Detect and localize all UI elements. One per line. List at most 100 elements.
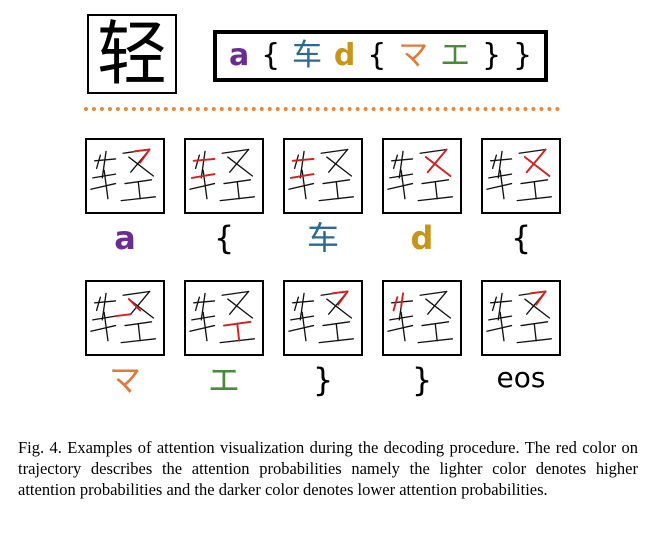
pen-stroke (103, 311, 109, 342)
attention-step: 车 (283, 138, 369, 254)
pen-stroke (499, 169, 505, 200)
attention-map (283, 138, 363, 214)
attention-map (85, 280, 165, 356)
pen-stroke (202, 311, 208, 342)
attention-stroke (331, 290, 349, 295)
sequence-token: } (512, 38, 533, 73)
attention-stroke (289, 173, 315, 179)
sequence-token: { (367, 38, 387, 73)
decoded-symbol: エ (207, 362, 240, 398)
attention-stroke (529, 290, 547, 295)
attention-stroke (525, 148, 547, 174)
pen-stroke (427, 290, 448, 315)
pen-stroke (200, 150, 206, 179)
pen-stroke (328, 148, 349, 173)
attention-stroke (133, 148, 151, 153)
attention-stroke (392, 296, 399, 312)
pen-stroke (533, 181, 537, 200)
attention-trajectory (288, 148, 354, 202)
pen-stroke (221, 290, 250, 296)
pen-stroke (389, 173, 414, 179)
attention-step: マ (85, 280, 171, 396)
pen-stroke (229, 290, 250, 315)
attention-step: } (382, 280, 468, 396)
pen-stroke (128, 156, 155, 177)
attention-map (184, 280, 264, 356)
pen-stroke (92, 315, 117, 321)
decoded-symbol: { (213, 219, 235, 257)
pen-stroke (290, 315, 315, 321)
decoded-symbol: eos (496, 361, 546, 394)
pen-stroke (200, 292, 206, 321)
pen-stroke (387, 324, 414, 332)
pen-stroke (387, 182, 414, 190)
pen-stroke (491, 154, 498, 170)
pen-stroke (191, 315, 216, 321)
attention-trajectory (288, 290, 354, 344)
pen-stroke (518, 148, 547, 154)
pen-stroke (434, 323, 438, 342)
attention-map (481, 138, 561, 214)
attention-map (184, 138, 264, 214)
attention-stroke (426, 148, 448, 174)
decoded-symbol: マ (108, 362, 141, 398)
pen-stroke (293, 154, 300, 170)
sequence-token: } (481, 38, 502, 73)
sequence-token: マ (398, 38, 429, 73)
pen-stroke (488, 173, 513, 179)
attention-step: eos (481, 280, 567, 392)
pen-stroke (417, 196, 453, 202)
pen-stroke (318, 338, 354, 344)
attention-map (382, 138, 462, 214)
pen-stroke (392, 154, 399, 170)
pen-stroke (221, 148, 250, 154)
pen-stroke (497, 150, 503, 179)
attention-stroke (236, 322, 241, 342)
pen-stroke (90, 182, 117, 190)
sequence-token: エ (440, 38, 471, 73)
sequence-token: { (261, 38, 281, 73)
pen-stroke (229, 148, 250, 173)
pen-stroke (227, 156, 254, 177)
pen-stroke (425, 298, 452, 319)
attention-stroke (139, 148, 151, 164)
attention-trajectory (387, 290, 453, 344)
pen-stroke (120, 196, 156, 202)
pen-stroke (326, 298, 353, 319)
pen-stroke (194, 296, 201, 312)
attention-stroke (114, 313, 132, 318)
pen-stroke (434, 181, 438, 200)
pen-stroke (524, 298, 551, 319)
attention-stroke (400, 292, 405, 308)
pen-stroke (486, 182, 513, 190)
pen-stroke (189, 324, 216, 332)
pen-stroke (103, 169, 109, 200)
pen-stroke (95, 154, 102, 170)
decoded-symbol: a (114, 219, 136, 257)
attention-step: { (184, 138, 270, 254)
attention-map (283, 280, 363, 356)
pen-stroke (219, 338, 255, 344)
pen-stroke (137, 181, 141, 200)
pen-stroke (419, 290, 448, 296)
decoded-symbol: 车 (306, 220, 339, 256)
pen-stroke (486, 324, 513, 332)
attention-stroke (424, 156, 452, 177)
pen-stroke (288, 182, 315, 190)
pen-stroke (326, 156, 353, 177)
attention-stroke (535, 290, 547, 306)
pen-stroke (101, 150, 107, 179)
pen-stroke (335, 323, 339, 342)
input-character-image: 轻 (87, 14, 177, 94)
pen-stroke (90, 324, 117, 332)
attention-trajectory (486, 290, 552, 344)
pen-stroke (419, 148, 448, 154)
pen-stroke (400, 311, 406, 342)
attention-stroke (192, 158, 216, 162)
decoded-symbol: } (411, 361, 433, 399)
pen-stroke (293, 296, 300, 312)
attention-trajectory (90, 290, 156, 344)
attention-stroke (523, 156, 551, 177)
pen-stroke (101, 292, 107, 321)
pen-stroke (491, 296, 498, 312)
